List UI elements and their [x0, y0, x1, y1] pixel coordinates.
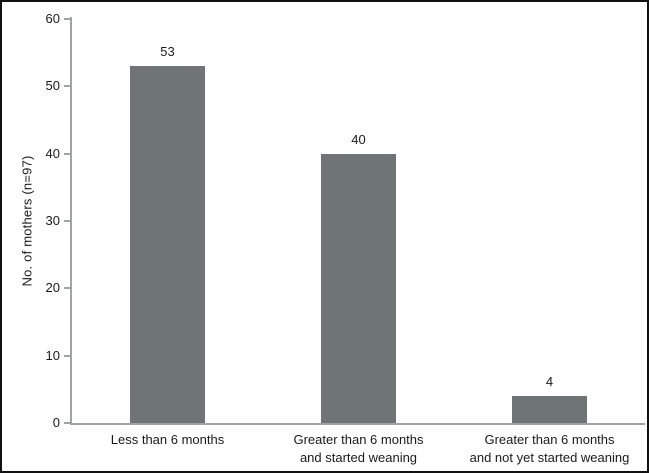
plot-area: 0 10 20 30 40 50 60 53 Less than 6 months 40 Great… [46, 11, 645, 465]
bar [130, 66, 205, 423]
y-tick [64, 18, 70, 20]
y-tick-label: 60 [45, 11, 60, 26]
x-category-label: Less than 6 months [110, 432, 225, 447]
y-tick [64, 287, 70, 290]
y-tick-label: 0 [52, 415, 60, 430]
y-tick [64, 422, 70, 424]
y-tick-label: 40 [45, 145, 60, 161]
x-axis-line [70, 423, 645, 425]
bar [512, 396, 587, 423]
bar [321, 153, 396, 423]
y-tick [64, 220, 70, 222]
y-tick [64, 354, 70, 357]
bar-value-label: 53 [160, 44, 175, 60]
y-tick-label: 30 [45, 213, 60, 228]
y-tick-label: 10 [45, 347, 60, 363]
y-tick-label: 50 [45, 78, 60, 94]
x-category-label: Greater than 6 months and not yet starte… [469, 432, 630, 466]
x-category-label: Greater than 6 months and started weanin… [293, 432, 424, 466]
bar-value-label: 40 [351, 131, 366, 147]
y-tick [64, 85, 70, 88]
bar-value-label: 4 [545, 374, 554, 390]
y-tick-label: 20 [45, 280, 60, 296]
y-tick [64, 152, 70, 155]
y-axis-line [70, 17, 72, 425]
